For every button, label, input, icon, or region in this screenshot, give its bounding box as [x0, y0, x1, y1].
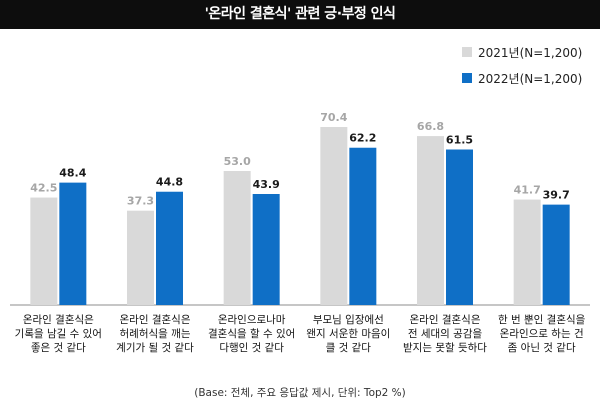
bar-2022 [446, 149, 473, 305]
bar-2021 [417, 136, 444, 305]
chart-legend: 2021년(N=1,200) 2022년(N=1,200) [462, 44, 582, 96]
bar-2022 [252, 194, 280, 305]
value-label-2022: 62.2 [349, 132, 376, 145]
value-label-2022: 44.8 [156, 176, 183, 189]
bar-2022 [542, 204, 570, 305]
bar-2022 [59, 182, 87, 305]
value-label-2021: 37.3 [127, 195, 154, 208]
legend-swatch-2022 [462, 73, 472, 83]
bar-2021 [513, 199, 541, 305]
legend-label-2022: 2022년(N=1,200) [478, 71, 583, 86]
chart-title: '온라인 결혼식' 관련 긍·부정 인식 [0, 0, 600, 29]
value-label-2021: 70.4 [320, 111, 347, 124]
value-label-2021: 42.5 [30, 182, 57, 195]
bar-2022 [349, 147, 377, 305]
bar-2021 [30, 197, 58, 305]
bar-2022 [156, 191, 183, 305]
value-label-2021: 53.0 [224, 155, 251, 168]
value-label-2021: 66.8 [417, 120, 444, 133]
legend-swatch-2021 [462, 47, 472, 57]
category-label: 부모님 입장에선 왠지 서운한 마음이 클 것 같다 [306, 314, 391, 354]
value-label-2021: 41.7 [514, 184, 541, 197]
bar-2021 [320, 127, 348, 305]
legend-item-2022: 2022년(N=1,200) [462, 70, 582, 86]
legend-label-2021: 2021년(N=1,200) [478, 45, 583, 60]
value-label-2022: 48.4 [59, 167, 86, 180]
category-label: 온라인 결혼식은 기록을 남길 수 있어 좋은 것 같다 [14, 314, 102, 354]
footnote: (Base: 전체, 주요 응답값 제시, 단위: Top2 %) [194, 387, 406, 399]
category-label: 온라인 결혼식은 허례허식을 깨는 계기가 될 것 같다 [116, 314, 194, 354]
value-label-2022: 39.7 [543, 189, 570, 202]
bar-2021 [223, 170, 251, 305]
category-label: 온라인 결혼식은 전 세대의 공감을 받지는 못할 듯하다 [403, 314, 487, 354]
category-label: 한 번 뿐인 결혼식을 온라인으로 하는 건 좀 아닌 것 같다 [498, 314, 586, 354]
value-label-2022: 61.5 [446, 134, 473, 147]
bar-2021 [127, 210, 154, 305]
category-labels: 온라인 결혼식은 기록을 남길 수 있어 좋은 것 같다 온라인 결혼식은 허례… [0, 313, 600, 373]
value-label-2022: 43.9 [253, 178, 280, 191]
category-label: 온라인으로나마 결혼식을 할 수 있어 다행인 것 같다 [208, 314, 296, 354]
legend-item-2021: 2021년(N=1,200) [462, 44, 582, 60]
